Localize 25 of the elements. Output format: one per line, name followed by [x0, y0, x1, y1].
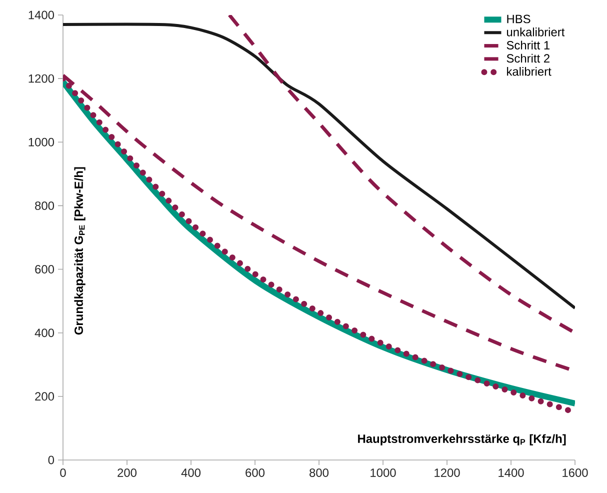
x-tick-label: 1200: [434, 468, 460, 477]
line-series: [228, 14, 576, 335]
x-tick-label: 1000: [370, 468, 396, 477]
legend-label: HBS: [507, 14, 530, 24]
y-tick-label: 600: [35, 265, 54, 274]
x-tick-label: 1400: [498, 468, 524, 477]
y-tick-label: 1000: [28, 138, 54, 146]
y-tick-label: 0: [48, 456, 54, 464]
x-tick-label: 200: [118, 468, 137, 477]
x-tick-label: 800: [310, 468, 329, 477]
x-tick-label: 600: [246, 468, 265, 477]
legend-label: kalibriert: [507, 66, 552, 76]
y-axis-title: Grundkapazität G$_{PE}$ [Pkw-E/h]: [74, 167, 86, 335]
x-axis-title: Hauptstromverkehrsstärke q$_{P}$ [Kfz/h]: [358, 434, 566, 446]
y-tick-label: 1400: [28, 10, 54, 20]
y-tick-label: 800: [35, 201, 54, 210]
legend-label: Schritt 2: [506, 54, 550, 63]
y-tick-label: 200: [35, 392, 54, 401]
x-tick-label: 0: [60, 468, 66, 477]
legend-label: unkalibriert: [507, 28, 565, 36]
legend-label: Schritt 1: [506, 40, 550, 50]
x-tick-label: 400: [181, 468, 201, 477]
y-tick-label: 1200: [28, 74, 54, 83]
y-tick-label: 400: [34, 328, 54, 338]
x-tick-label: 1600: [562, 468, 588, 477]
